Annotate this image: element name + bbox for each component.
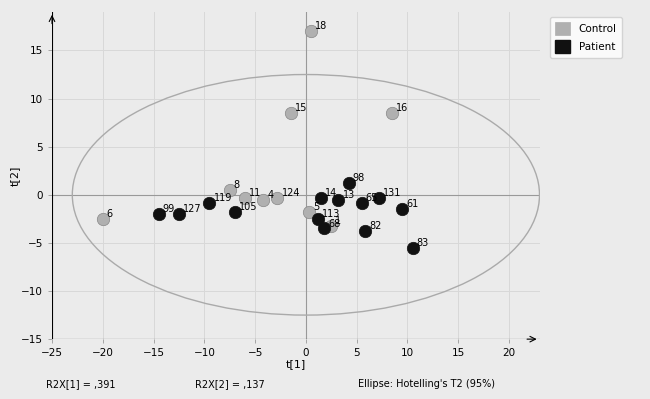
Point (204, 200, 214, 206)
Text: R2X[1] = ,391: R2X[1] = ,391 (46, 379, 115, 389)
Point (306, 28, 316, 34)
Text: 105: 105 (239, 202, 257, 212)
Text: 82: 82 (369, 221, 382, 231)
Text: 8: 8 (234, 180, 240, 190)
Text: 113: 113 (322, 209, 341, 219)
Point (333, 196, 344, 203)
Point (343, 180, 354, 186)
Point (387, 110, 397, 116)
Text: 1: 1 (335, 216, 341, 226)
Text: 127: 127 (183, 204, 202, 214)
Point (326, 222, 337, 229)
Point (174, 211, 184, 217)
Point (316, 194, 326, 201)
Text: 61: 61 (406, 200, 419, 209)
Point (359, 228, 370, 235)
Point (397, 206, 408, 212)
Text: Ellipse: Hotelling's T2 (95%): Ellipse: Hotelling's T2 (95%) (358, 379, 495, 389)
Text: 5: 5 (313, 202, 319, 212)
X-axis label: t[1]: t[1] (285, 359, 306, 369)
Y-axis label: t[2]: t[2] (10, 165, 20, 186)
Point (408, 245, 418, 251)
Point (224, 187, 235, 193)
Point (285, 110, 296, 116)
Point (240, 194, 250, 201)
Text: 99: 99 (162, 204, 175, 214)
Point (319, 225, 330, 232)
Point (304, 209, 314, 215)
Text: 6: 6 (107, 209, 113, 219)
Point (374, 194, 384, 201)
Point (313, 216, 323, 222)
Point (98, 216, 108, 222)
Text: 65: 65 (366, 193, 378, 203)
Point (229, 209, 240, 215)
Point (357, 200, 367, 206)
Point (258, 196, 268, 203)
Text: 98: 98 (352, 173, 365, 183)
Text: 68: 68 (328, 219, 341, 229)
Text: 13: 13 (343, 190, 355, 200)
Point (272, 194, 283, 201)
Text: 131: 131 (383, 188, 402, 198)
Text: R2X[2] = ,137: R2X[2] = ,137 (195, 379, 265, 389)
Text: 11: 11 (249, 188, 261, 198)
Text: 4: 4 (267, 190, 274, 200)
Text: 15: 15 (294, 103, 307, 113)
Text: 124: 124 (281, 188, 300, 198)
Text: 14: 14 (325, 188, 337, 198)
Text: 18: 18 (315, 21, 328, 31)
Text: 16: 16 (396, 103, 409, 113)
Point (153, 211, 164, 217)
Text: 83: 83 (417, 238, 429, 248)
Text: 119: 119 (213, 193, 232, 203)
Legend: Control, Patient: Control, Patient (550, 17, 622, 58)
